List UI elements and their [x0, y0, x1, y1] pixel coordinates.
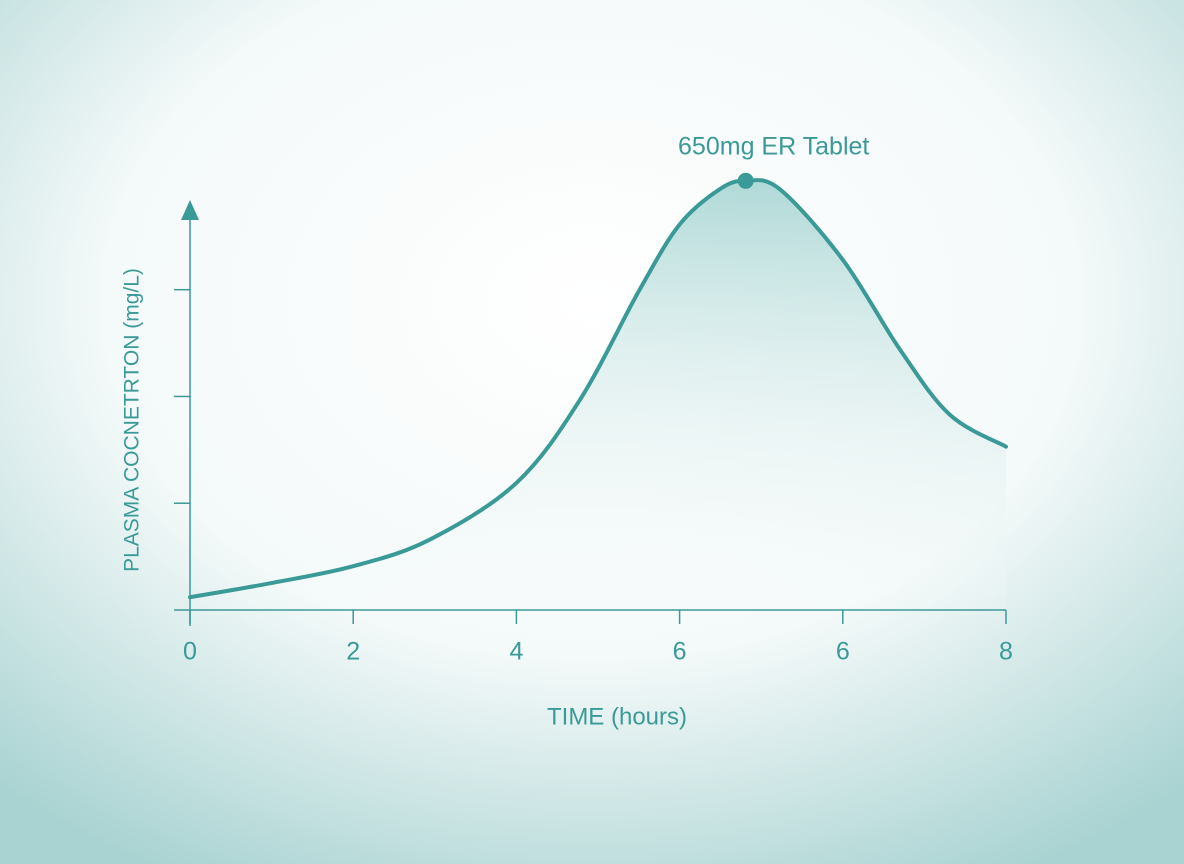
area: [190, 179, 1006, 610]
x-tick-label: 6: [673, 638, 687, 666]
x-tick-label: 6: [836, 638, 850, 666]
x-tick-label: 4: [509, 638, 523, 666]
x-tick-label: 8: [999, 638, 1013, 666]
y-axis-label: PLASMA COCNETRTON (mg/L): [121, 268, 144, 572]
x-tick-label: 2: [346, 638, 360, 666]
peak-annotation: 650mg ER Tablet: [678, 132, 869, 160]
x-tick-label: 0: [183, 638, 197, 666]
x-axis-label: TIME (hours): [547, 703, 687, 730]
y-axis-arrow: [181, 200, 199, 220]
peak-marker: [737, 172, 754, 189]
line: [188, 178, 1008, 600]
